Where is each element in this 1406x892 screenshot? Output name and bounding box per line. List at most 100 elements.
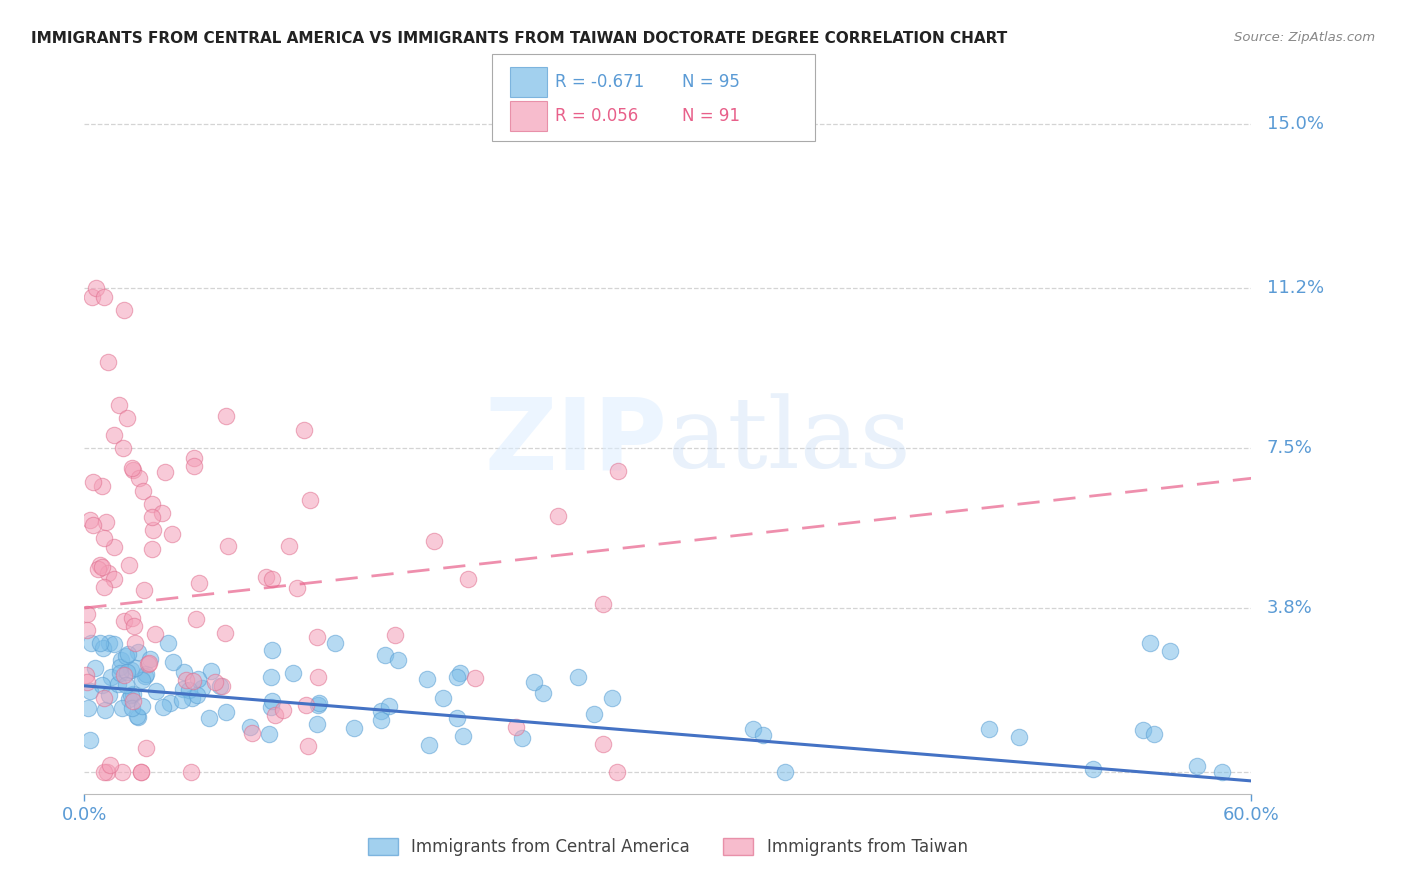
Text: IMMIGRANTS FROM CENTRAL AMERICA VS IMMIGRANTS FROM TAIWAN DOCTORATE DEGREE CORRE: IMMIGRANTS FROM CENTRAL AMERICA VS IMMIG…: [31, 31, 1007, 46]
Point: [131, 673, 153, 687]
Point: [122, 463, 145, 477]
Point: [103, 428, 125, 442]
Text: N = 91: N = 91: [682, 107, 740, 125]
Point: [215, 705, 238, 719]
Point: [567, 670, 589, 684]
Point: [260, 700, 283, 714]
Point: [114, 614, 136, 628]
Point: [127, 710, 149, 724]
Point: [387, 653, 409, 667]
Point: [1159, 644, 1181, 658]
Point: [308, 696, 330, 710]
Point: [118, 692, 141, 706]
Point: [93, 290, 115, 304]
Point: [451, 729, 474, 743]
Point: [257, 727, 280, 741]
Point: [152, 699, 174, 714]
Point: [118, 558, 141, 572]
Point: [181, 674, 204, 689]
Point: [82, 517, 104, 532]
Point: [1083, 762, 1105, 776]
Point: [214, 626, 236, 640]
Point: [377, 698, 399, 713]
Point: [129, 765, 152, 780]
Point: [97, 354, 120, 368]
Point: [741, 722, 763, 736]
Point: [162, 656, 184, 670]
Point: [239, 720, 262, 734]
Point: [124, 636, 146, 650]
Point: [1139, 635, 1161, 649]
Point: [93, 703, 115, 717]
Point: [117, 648, 139, 662]
Point: [91, 478, 114, 492]
Point: [134, 669, 156, 683]
Point: [84, 281, 107, 295]
Point: [217, 539, 239, 553]
Point: [79, 732, 101, 747]
Point: [98, 757, 121, 772]
Point: [446, 711, 468, 725]
Point: [457, 572, 479, 586]
Point: [1185, 759, 1208, 773]
Point: [343, 721, 366, 735]
Point: [87, 562, 110, 576]
Point: [135, 740, 157, 755]
Point: [416, 672, 439, 686]
Point: [186, 688, 208, 702]
Point: [96, 765, 118, 780]
Point: [446, 670, 468, 684]
Point: [153, 465, 176, 479]
Point: [432, 690, 454, 705]
Text: 11.2%: 11.2%: [1267, 279, 1324, 297]
Point: [114, 648, 136, 663]
Point: [79, 635, 101, 649]
Point: [370, 704, 392, 718]
Point: [1211, 765, 1233, 780]
Point: [582, 706, 605, 721]
Point: [108, 660, 131, 674]
Text: Source: ZipAtlas.com: Source: ZipAtlas.com: [1234, 31, 1375, 45]
Point: [187, 672, 209, 686]
Point: [141, 510, 163, 524]
Point: [449, 665, 471, 680]
Point: [423, 533, 446, 548]
Point: [96, 516, 118, 530]
Point: [172, 682, 194, 697]
Point: [281, 665, 304, 680]
Point: [254, 570, 277, 584]
Point: [90, 560, 112, 574]
Point: [89, 558, 111, 572]
Point: [204, 674, 226, 689]
Text: R = -0.671: R = -0.671: [555, 73, 644, 91]
Point: [84, 661, 107, 675]
Point: [160, 527, 183, 541]
Point: [531, 686, 554, 700]
Point: [197, 711, 219, 725]
Point: [79, 683, 101, 698]
Point: [82, 290, 104, 304]
Point: [76, 607, 98, 621]
Point: [121, 701, 143, 715]
Point: [370, 713, 392, 727]
Point: [374, 648, 396, 662]
Point: [120, 688, 142, 702]
Point: [156, 635, 179, 649]
Point: [183, 451, 205, 466]
Point: [523, 674, 546, 689]
Point: [141, 497, 163, 511]
Legend: Immigrants from Central America, Immigrants from Taiwan: Immigrants from Central America, Immigra…: [361, 831, 974, 863]
Point: [183, 458, 205, 473]
Point: [128, 471, 150, 485]
Point: [211, 679, 233, 693]
Point: [285, 581, 308, 595]
Point: [103, 572, 125, 586]
Point: [773, 765, 796, 780]
Point: [125, 709, 148, 723]
Point: [173, 665, 195, 679]
Point: [132, 583, 155, 598]
Point: [112, 668, 135, 682]
Point: [260, 572, 283, 586]
Point: [181, 690, 204, 705]
Point: [122, 687, 145, 701]
